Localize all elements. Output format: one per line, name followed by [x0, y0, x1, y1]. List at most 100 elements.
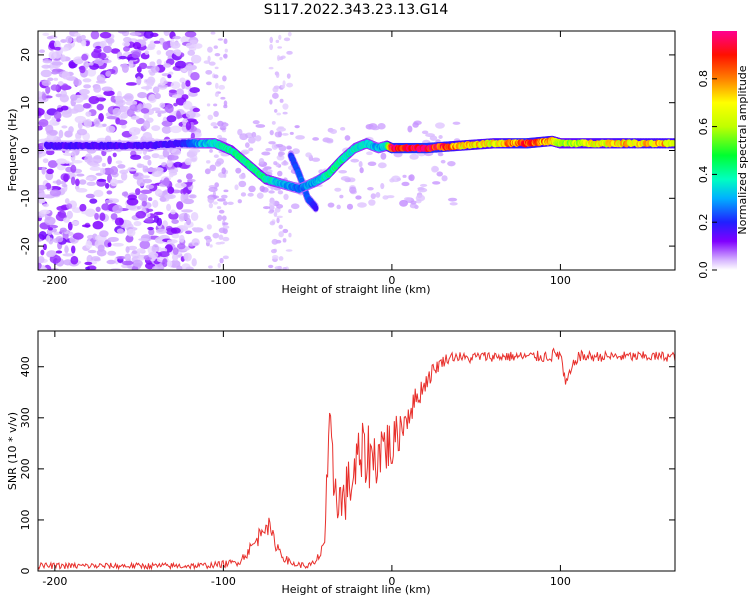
speckle-blob [75, 188, 88, 193]
speckle-blob [185, 121, 192, 131]
speckle-blob [135, 210, 147, 219]
speckle-blob [191, 258, 197, 267]
speckle-blob [141, 200, 147, 207]
speckle-blob [147, 159, 152, 166]
speckle-blob [101, 59, 112, 64]
speckle-blob [103, 90, 115, 97]
speckle-blob [213, 154, 219, 159]
speckle-blob [277, 170, 283, 177]
speckle-blob [346, 203, 354, 210]
speckle-blob [275, 143, 284, 148]
speckle-blob [339, 194, 344, 199]
speckle-blob [205, 69, 213, 75]
speckle-blob [93, 189, 104, 198]
speckle-blob [133, 172, 139, 177]
speckle-blob [97, 244, 105, 252]
speckle-blob [136, 177, 146, 187]
speckle-blob [143, 120, 151, 130]
speckle-blob [144, 168, 156, 173]
speckle-blob [276, 154, 285, 161]
speckle-blob [51, 70, 59, 75]
speckle-blob [136, 248, 146, 253]
speckle-blob [151, 107, 161, 112]
speckle-blob [159, 196, 167, 202]
speckle-blob [276, 217, 280, 224]
speckle-blob [223, 189, 229, 193]
speckle-blob [72, 232, 84, 240]
spectrogram-ridge-layer [43, 135, 675, 213]
speckle-blob [56, 205, 68, 211]
speckle-blob [140, 175, 151, 179]
speckle-blob [85, 266, 91, 270]
speckle-blob [140, 108, 150, 114]
speckle-blob [68, 61, 76, 69]
speckle-blob [99, 212, 106, 221]
speckle-blob [222, 225, 230, 229]
snr-panel: -200 -100 0 100 0 100 200 300 400 Height of stra… [6, 330, 676, 596]
speckle-blob [377, 162, 387, 169]
speckle-blob [421, 130, 429, 135]
speckle-blob [276, 203, 284, 209]
speckle-blob [213, 45, 218, 49]
speckle-blob [68, 162, 74, 166]
colorbar-tick-label-3: 0.6 [697, 118, 710, 136]
speckle-blob [163, 80, 168, 85]
speckle-blob [76, 128, 88, 136]
speckle-blob [287, 31, 292, 37]
speckle-blob [213, 125, 219, 129]
speckle-blob [268, 141, 276, 145]
speckle-blob [38, 262, 42, 270]
speckle-blob [167, 74, 172, 79]
speckle-blob [123, 46, 130, 52]
speckle-blob [193, 43, 203, 49]
speckle-blob [89, 163, 100, 167]
speckle-blob [269, 129, 274, 136]
speckle-blob [208, 186, 218, 193]
speckle-blob [109, 166, 119, 176]
speckle-blob [408, 174, 415, 182]
speckle-blob [247, 192, 254, 197]
speckle-blob [204, 168, 211, 175]
speckle-blob [130, 115, 140, 120]
speckle-blob [240, 192, 247, 197]
speckle-blob [95, 206, 101, 212]
speckle-blob [410, 200, 417, 205]
speckle-blob [126, 197, 139, 206]
speckle-blob [148, 197, 153, 202]
speckle-blob [75, 178, 80, 187]
speckle-blob [396, 177, 402, 181]
speckle-blob [121, 124, 127, 129]
snr-y-label: SNR (10 * v/v) [6, 412, 19, 490]
speckle-blob [269, 201, 275, 209]
ridge-cell [313, 205, 319, 212]
speckle-blob [276, 54, 281, 62]
speckle-blob [276, 112, 281, 116]
speckle-blob [259, 185, 265, 192]
speckle-blob [110, 178, 118, 187]
speckle-blob [74, 32, 81, 37]
speckle-blob [237, 199, 242, 204]
speckle-blob [268, 66, 274, 70]
snr-y-tick-label-1: 100 [19, 509, 32, 530]
speckle-blob [41, 64, 51, 69]
speckle-blob [283, 193, 289, 201]
speckle-blob [63, 259, 73, 266]
speckle-blob [38, 119, 49, 127]
speckle-blob [213, 103, 218, 107]
speckle-blob [55, 158, 68, 165]
speckle-blob [278, 151, 283, 157]
speckle-blob [185, 217, 192, 226]
speckle-blob [149, 61, 156, 67]
speckle-blob [46, 168, 54, 175]
speckle-blob [248, 136, 256, 144]
speckle-blob [80, 34, 86, 40]
speckle-blob [269, 36, 274, 44]
speckle-blob [248, 147, 254, 152]
speckle-blob [344, 135, 351, 141]
speckle-blob [278, 224, 283, 229]
speckle-blob [100, 167, 106, 175]
speckle-blob [235, 167, 242, 174]
speckle-blob [85, 177, 94, 181]
speckle-blob [91, 50, 102, 59]
speckle-blob [280, 55, 286, 59]
